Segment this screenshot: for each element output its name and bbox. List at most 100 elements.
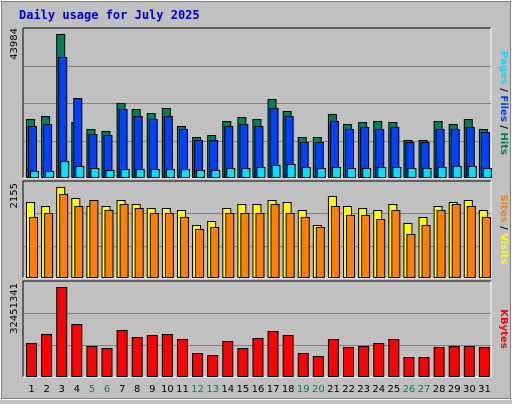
bar-sites	[134, 208, 144, 278]
bar-kbytes	[161, 334, 173, 377]
series-separator: /	[498, 122, 509, 133]
day-label: 29	[448, 384, 461, 395]
bar-kbytes	[207, 355, 219, 377]
day-label: 5	[89, 384, 95, 395]
bar-files	[148, 119, 158, 178]
day-label: 12	[191, 384, 204, 395]
bar-pages	[362, 168, 372, 178]
chart-title: Daily usage for July 2025	[19, 8, 200, 22]
bar-files	[28, 126, 37, 178]
bar-kbytes	[327, 339, 339, 377]
day-label: 13	[206, 384, 219, 395]
bar-kbytes	[41, 334, 53, 377]
bar-sites	[195, 229, 205, 278]
bar-pages	[256, 167, 266, 178]
day-label: 27	[418, 384, 431, 395]
bar-kbytes	[358, 346, 370, 377]
bar-kbytes	[282, 335, 294, 377]
bar-sites	[330, 206, 340, 278]
bar-sites	[315, 227, 325, 278]
bar-kbytes	[146, 335, 158, 377]
bar-kbytes	[403, 357, 415, 377]
bar-pages	[226, 168, 236, 178]
day-label: 15	[237, 384, 250, 395]
bar-files	[133, 116, 143, 178]
series-label-hits: Hits	[498, 132, 509, 155]
bar-pages	[422, 168, 432, 178]
bar-pages	[105, 170, 115, 178]
bar-kbytes	[478, 347, 490, 377]
day-label: 25	[388, 384, 401, 395]
visits-sites-y-max-label: 2155	[9, 183, 20, 208]
bar-sites	[74, 206, 84, 278]
series-label-files: Files	[498, 95, 509, 121]
day-label: 4	[74, 384, 80, 395]
day-label: 28	[433, 384, 446, 395]
day-label: 2	[43, 384, 49, 395]
bar-pages	[347, 168, 357, 178]
bar-kbytes	[388, 339, 400, 377]
bar-kbytes	[71, 324, 83, 377]
bar-kbytes	[312, 356, 324, 377]
bar-pages	[241, 168, 251, 178]
bar-pages	[392, 167, 402, 178]
day-label: 8	[134, 384, 140, 395]
bar-pages	[407, 168, 417, 178]
day-label: 18	[282, 384, 295, 395]
day-label: 21	[327, 384, 340, 395]
kbytes-series-axis-label: KBytes	[498, 309, 509, 348]
series-label-sites: Sites	[498, 195, 509, 223]
day-label: 3	[59, 384, 65, 395]
bar-pages	[437, 167, 447, 178]
day-label: 14	[221, 384, 234, 395]
bar-sites	[255, 213, 265, 278]
bar-pages	[165, 169, 175, 178]
day-label: 9	[149, 384, 155, 395]
day-label: 7	[119, 384, 125, 395]
bar-kbytes	[252, 338, 264, 377]
bar-kbytes	[131, 337, 143, 377]
series-label-visits: Visits	[498, 233, 509, 264]
bar-sites	[59, 194, 69, 278]
bar-files	[43, 124, 53, 178]
day-label: 31	[478, 384, 491, 395]
bar-kbytes	[192, 353, 204, 377]
bar-files	[118, 109, 128, 178]
bar-kbytes	[418, 357, 430, 377]
series-separator: /	[498, 223, 509, 234]
day-label: 20	[312, 384, 325, 395]
bar-sites	[481, 217, 491, 278]
bar-sites	[225, 213, 235, 278]
bar-sites	[240, 213, 250, 278]
series-label-kbytes: KBytes	[498, 309, 509, 348]
bar-kbytes	[116, 330, 128, 377]
bar-pages	[452, 166, 462, 178]
hits-files-pages-series-axis-label: Pages / Files / Hits	[498, 51, 509, 155]
bar-sites	[164, 213, 174, 278]
bar-sites	[89, 200, 99, 278]
bar-kbytes	[343, 347, 355, 377]
bar-kbytes	[101, 348, 113, 377]
bar-kbytes	[86, 346, 98, 377]
bar-kbytes	[26, 343, 37, 377]
bar-sites	[44, 213, 54, 278]
bar-sites	[179, 217, 189, 278]
bar-files	[163, 116, 173, 178]
bar-sites	[270, 204, 280, 278]
bar-pages	[211, 170, 221, 178]
series-separator: /	[498, 85, 509, 96]
bar-pages	[377, 167, 387, 178]
bar-pages	[301, 167, 311, 178]
hits-files-pages-y-max-label: 43984	[9, 28, 20, 60]
day-label: 22	[342, 384, 355, 395]
bar-files	[73, 98, 83, 178]
series-label-pages: Pages	[498, 51, 509, 85]
bar-kbytes	[297, 353, 309, 377]
day-label: 24	[372, 384, 385, 395]
bar-sites	[406, 234, 416, 278]
bar-sites	[104, 210, 114, 278]
bar-kbytes	[433, 347, 445, 377]
